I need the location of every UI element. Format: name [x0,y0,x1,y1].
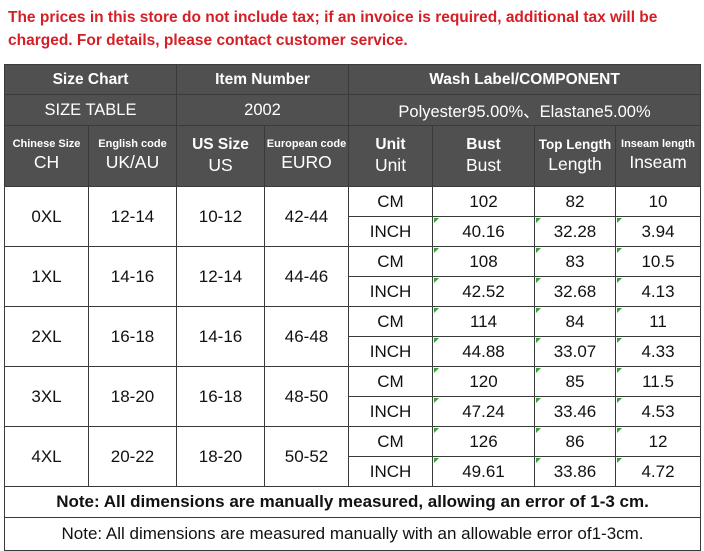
size-chart-label: Size Chart [4,64,177,95]
size-euro: 48-50 [264,366,349,427]
size-euro: 44-46 [264,246,349,307]
cm-inseam: 11 [614,306,702,337]
size-us: 12-14 [176,246,265,307]
size-uk: 12-14 [88,186,177,247]
cm-length: 84 [534,306,616,337]
cm-unit: CM [348,306,433,337]
column-header-chinese-size: Chinese Size CH [4,125,89,187]
cm-unit: CM [348,186,433,217]
inch-length: 33.86 [534,456,616,487]
cm-unit: CM [348,246,433,277]
cm-length: 82 [534,186,616,217]
inch-unit: INCH [348,456,433,487]
size-euro: 42-44 [264,186,349,247]
cm-inseam: 10 [614,186,702,217]
inch-inseam: 4.33 [614,336,702,367]
item-number-label: Item Number [176,64,349,95]
note-regular: Note: All dimensions are measured manual… [3,517,702,551]
column-header-us-size: US Size US [176,125,265,187]
cm-bust: 108 [432,246,535,277]
size-euro: 50-52 [264,426,349,487]
cm-length: 83 [534,246,616,277]
table-row: 1XL 14-16 12-14 44-46 CM 108 83 10.5 [4,246,702,307]
tax-notice: The prices in this store do not include … [8,9,658,49]
cm-bust: 120 [432,366,535,397]
size-us: 10-12 [176,186,265,247]
size-uk: 14-16 [88,246,177,307]
inch-bust: 42.52 [432,276,535,307]
table-row: INCH 42.52 32.68 4.13 [5,276,702,307]
inch-inseam: 3.94 [614,216,702,247]
table-row: INCH 40.16 32.28 3.94 [5,216,702,247]
cm-bust: 126 [432,426,535,457]
inch-inseam: 4.72 [614,456,702,487]
inch-length: 32.28 [534,216,616,247]
size-ch: 4XL [4,426,89,487]
component-value: Polyester95.00%、Elastane5.00% [347,94,702,126]
table-row: 2XL 16-18 14-16 46-48 CM 114 84 11 [4,306,702,367]
table-row: 4XL 20-22 18-20 50-52 CM 126 86 12 [4,426,702,487]
inch-inseam: 4.53 [614,396,702,427]
inch-unit: INCH [348,396,433,427]
cm-bust: 102 [432,186,535,217]
table-row: 3XL 18-20 16-18 48-50 CM 120 85 11.5 [4,366,702,427]
size-table-label: SIZE TABLE [4,94,177,126]
item-number-value: 2002 [176,94,349,126]
inch-bust: 40.16 [432,216,535,247]
size-chart-table: Size Chart Item Number Wash Label/COMPON… [3,64,702,551]
table-row: 0XL 12-14 10-12 42-44 CM 102 82 10 [4,186,702,247]
table-row: INCH 44.88 33.07 4.33 [5,336,702,367]
column-header-top-length: Top Length Length [534,125,616,187]
size-euro: 46-48 [264,306,349,367]
cm-inseam: 10.5 [614,246,702,277]
column-header-english-code: English code UK/AU [88,125,177,187]
size-us: 14-16 [176,306,265,367]
inch-length: 33.46 [534,396,616,427]
column-header-unit: Unit Unit [348,125,433,187]
cm-inseam: 12 [614,426,702,457]
inch-unit: INCH [348,336,433,367]
inch-length: 32.68 [534,276,616,307]
cm-unit: CM [348,426,433,457]
cm-length: 85 [534,366,616,397]
size-us: 18-20 [176,426,265,487]
size-ch: 2XL [4,306,89,367]
size-ch: 0XL [4,186,89,247]
size-uk: 20-22 [88,426,177,487]
table-row: INCH 47.24 33.46 4.53 [5,396,702,427]
column-header-row: Chinese Size CH English code UK/AU US Size… [4,125,702,187]
cm-inseam: 11.5 [614,366,702,397]
cm-unit: CM [348,366,433,397]
size-ch: 3XL [4,366,89,427]
inch-bust: 49.61 [432,456,535,487]
cm-length: 86 [534,426,616,457]
column-header-european-code: European code EURO [264,125,349,187]
size-ch: 1XL [4,246,89,307]
inch-bust: 44.88 [432,336,535,367]
cm-bust: 114 [432,306,535,337]
inch-unit: INCH [348,276,433,307]
inch-unit: INCH [348,216,433,247]
column-header-bust: Bust Bust [432,125,535,187]
size-uk: 18-20 [88,366,177,427]
inch-bust: 47.24 [432,396,535,427]
inch-length: 33.07 [534,336,616,367]
column-header-inseam: Inseam length Inseam [614,125,702,187]
wash-label: Wash Label/COMPONENT [347,64,702,95]
size-us: 16-18 [176,366,265,427]
inch-inseam: 4.13 [614,276,702,307]
table-row: INCH 49.61 33.86 4.72 [5,456,702,487]
size-uk: 16-18 [88,306,177,367]
note-bold: Note: All dimensions are manually measur… [3,486,702,518]
